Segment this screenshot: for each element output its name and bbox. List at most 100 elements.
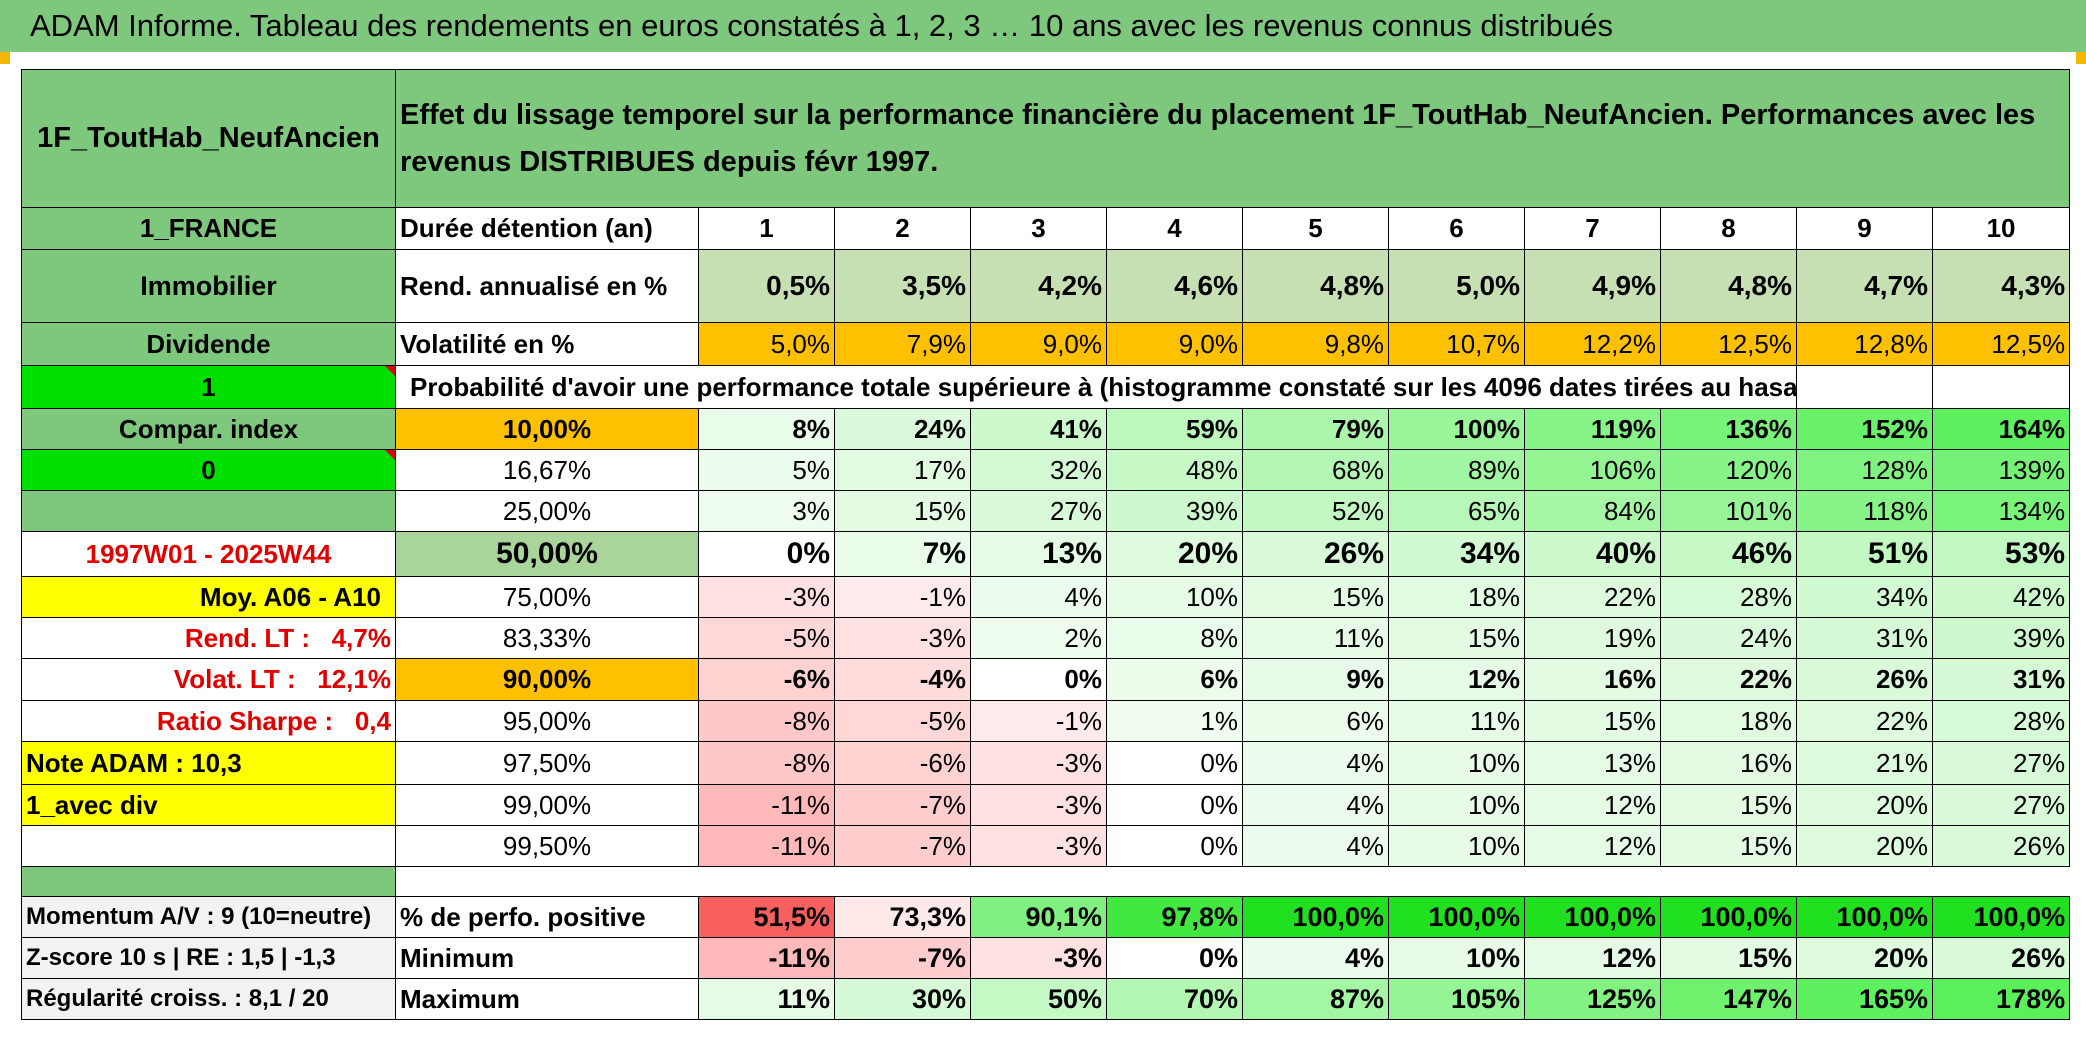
rend-value: 4,9% xyxy=(1524,249,1661,323)
prob-value: 34% xyxy=(1388,531,1525,577)
prob-value: 39% xyxy=(1106,490,1243,532)
prob-value: -7% xyxy=(834,784,971,826)
category-label: Immobilier xyxy=(21,249,396,323)
prob-value: -6% xyxy=(834,741,971,785)
prob-value: -11% xyxy=(698,825,835,867)
prob-value: 1% xyxy=(1106,700,1243,742)
prob-value: 59% xyxy=(1106,408,1243,450)
prob-value: 27% xyxy=(1931,784,2071,826)
prob-value: -1% xyxy=(834,576,971,618)
prob-value: 41% xyxy=(970,408,1107,450)
pct-positive-value: 90,1% xyxy=(970,896,1107,938)
pct-positive-value: 100,0% xyxy=(1242,896,1389,938)
rend-value: 3,5% xyxy=(834,249,971,323)
regularite-label: Régularité croiss. : 8,1 / 20 xyxy=(21,978,396,1020)
prob-value: 28% xyxy=(1931,700,2071,742)
prob-value: 22% xyxy=(1796,700,1933,742)
index-selector-zero[interactable]: 0 xyxy=(21,449,396,491)
prob-value: -3% xyxy=(698,576,835,618)
prob-value: 9% xyxy=(1242,658,1389,701)
prob-value: 27% xyxy=(1931,741,2071,785)
pct-positive-value: 100,0% xyxy=(1388,896,1525,938)
year-header: 1 xyxy=(698,207,835,250)
prob-value: 40% xyxy=(1524,531,1661,577)
prob-value: 24% xyxy=(1660,617,1797,659)
threshold-pct: 75,00% xyxy=(395,576,699,618)
rend-value: 4,8% xyxy=(1242,249,1389,323)
compar-index-label: Compar. index xyxy=(21,408,396,450)
volat-value: 5,0% xyxy=(698,322,835,366)
corner-marker xyxy=(2076,52,2086,64)
prob-value: 51% xyxy=(1796,531,1933,577)
pct-positive-value: 73,3% xyxy=(834,896,971,938)
threshold-pct: 90,00% xyxy=(395,658,699,701)
threshold-pct: 83,33% xyxy=(395,617,699,659)
prob-value: 136% xyxy=(1660,408,1797,450)
minimum-value: -11% xyxy=(698,937,835,979)
prob-value: -3% xyxy=(970,784,1107,826)
country-label: 1_FRANCE xyxy=(21,207,396,250)
spacer-green-cell xyxy=(21,866,396,897)
maximum-value: 11% xyxy=(698,978,835,1020)
prob-value: 4% xyxy=(1242,825,1389,867)
prob-value: 164% xyxy=(1931,408,2071,450)
index-selector-one[interactable]: 1 xyxy=(21,365,396,409)
prob-value: 68% xyxy=(1242,449,1389,491)
threshold-pct: 99,50% xyxy=(395,825,699,867)
prob-value: 17% xyxy=(834,449,971,491)
rend-value: 4,6% xyxy=(1106,249,1243,323)
prob-value: 120% xyxy=(1660,449,1797,491)
threshold-pct: 97,50% xyxy=(395,741,699,785)
year-header: 7 xyxy=(1524,207,1661,250)
prob-value: 31% xyxy=(1931,658,2071,701)
prob-value: 22% xyxy=(1660,658,1797,701)
prob-value: 26% xyxy=(1796,658,1933,701)
prob-value: -6% xyxy=(698,658,835,701)
prob-value: 10% xyxy=(1388,741,1525,785)
maximum-value: 50% xyxy=(970,978,1107,1020)
year-header: 10 xyxy=(1931,207,2071,250)
report-title-bar: ADAM Informe. Tableau des rendements en … xyxy=(0,0,2086,52)
minimum-value: 12% xyxy=(1524,937,1661,979)
dividend-label: Dividende xyxy=(21,322,396,366)
prob-value: 15% xyxy=(1388,617,1525,659)
sharpe-label: Ratio Sharpe : 0,4 xyxy=(21,700,396,742)
prob-value: 20% xyxy=(1796,784,1933,826)
rend-value: 4,3% xyxy=(1931,249,2071,323)
prob-value: 21% xyxy=(1796,741,1933,785)
prob-value: 4% xyxy=(970,576,1107,618)
prob-value: -3% xyxy=(970,741,1107,785)
threshold-pct: 95,00% xyxy=(395,700,699,742)
prob-value: 6% xyxy=(1106,658,1243,701)
threshold-pct: 10,00% xyxy=(395,408,699,450)
pct-positive-label: % de perfo. positive xyxy=(395,896,699,938)
prob-value: 18% xyxy=(1388,576,1525,618)
empty-cell xyxy=(1931,365,2071,409)
maximum-value: 70% xyxy=(1106,978,1243,1020)
prob-value: 15% xyxy=(1524,700,1661,742)
maximum-label: Maximum xyxy=(395,978,699,1020)
prob-value: 0% xyxy=(1106,741,1243,785)
period-label: 1997W01 - 2025W44 xyxy=(21,531,396,577)
prob-value: -5% xyxy=(698,617,835,659)
prob-value: 15% xyxy=(1242,576,1389,618)
prob-value: -3% xyxy=(970,825,1107,867)
prob-value: 16% xyxy=(1660,741,1797,785)
year-header: 2 xyxy=(834,207,971,250)
prob-value: 152% xyxy=(1796,408,1933,450)
prob-value: 10% xyxy=(1388,784,1525,826)
zscore-label: Z-score 10 s | RE : 1,5 | -1,3 xyxy=(21,937,396,979)
prob-value: 26% xyxy=(1242,531,1389,577)
rend-value: 0,5% xyxy=(698,249,835,323)
prob-value: 11% xyxy=(1388,700,1525,742)
volat-value: 9,0% xyxy=(1106,322,1243,366)
empty-cell xyxy=(21,825,396,867)
prob-value: 27% xyxy=(970,490,1107,532)
prob-value: 10% xyxy=(1106,576,1243,618)
prob-value: 79% xyxy=(1242,408,1389,450)
prob-value: -5% xyxy=(834,700,971,742)
volat-value: 10,7% xyxy=(1388,322,1525,366)
maximum-value: 165% xyxy=(1796,978,1933,1020)
rend-value: 4,8% xyxy=(1660,249,1797,323)
avec-div-label: 1_avec div xyxy=(21,784,396,826)
